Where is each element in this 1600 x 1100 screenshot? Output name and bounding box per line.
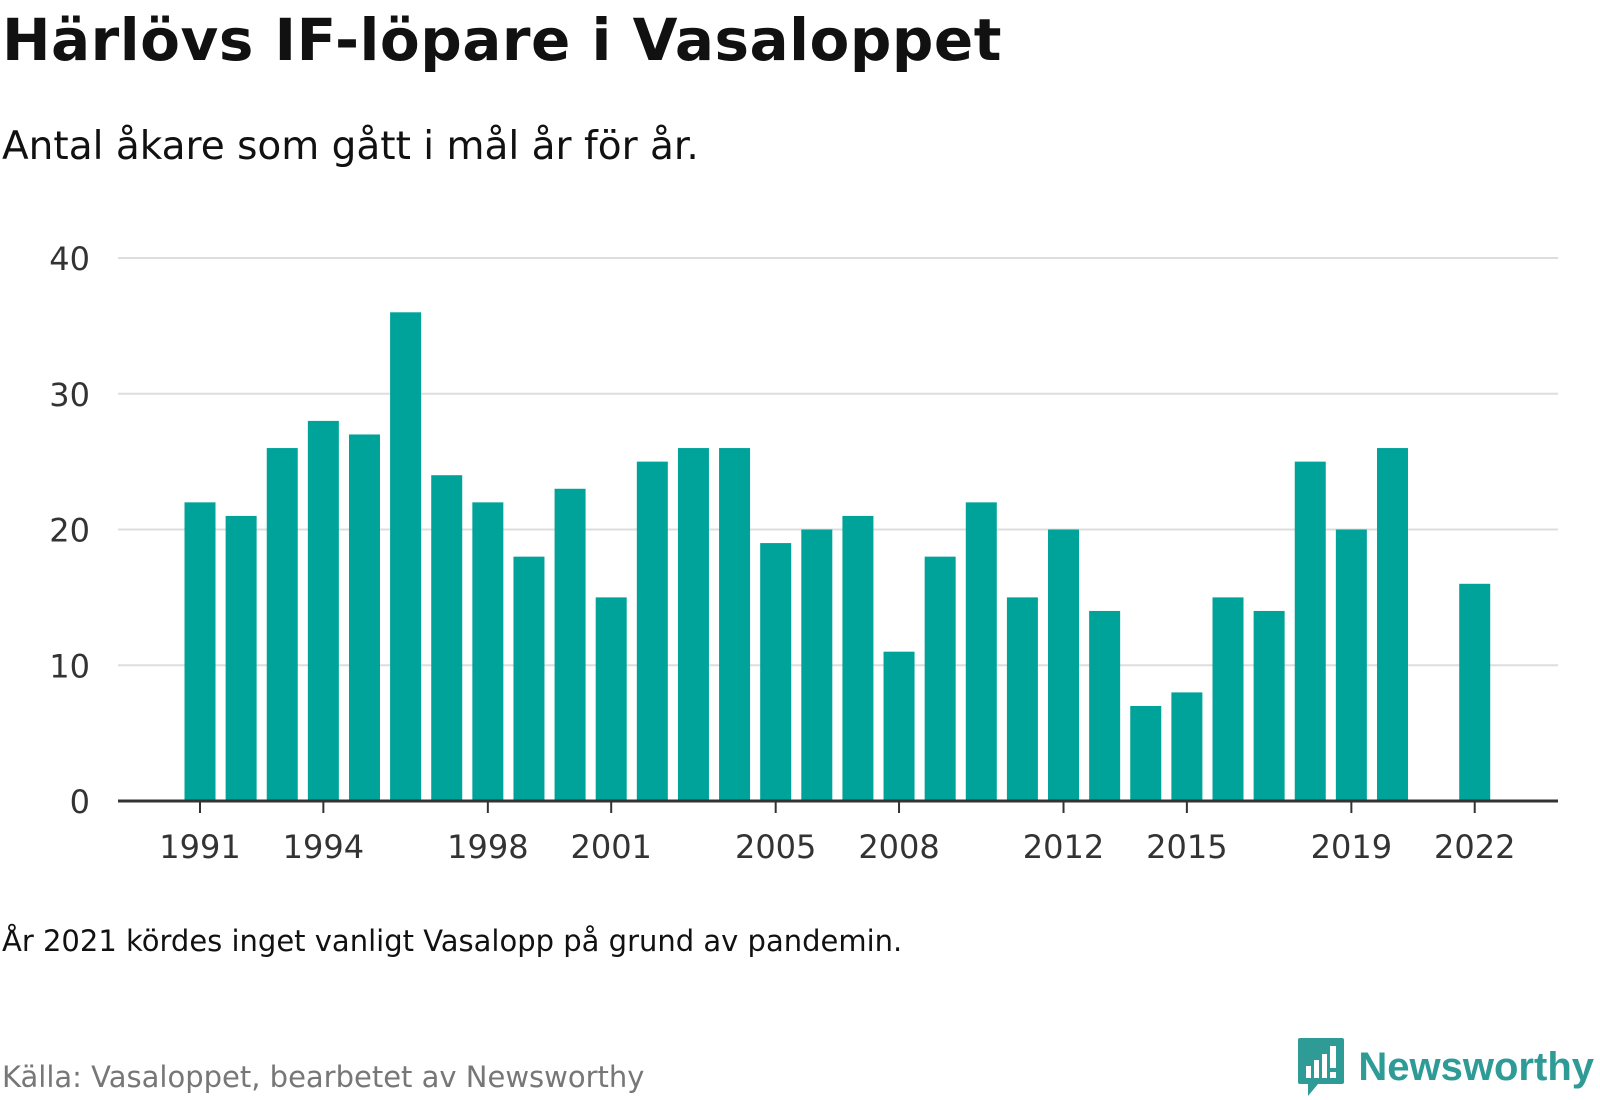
brand-name: Newsworthy	[1358, 1044, 1594, 1089]
y-tick-label: 30	[49, 376, 90, 414]
x-tick-label: 1994	[283, 828, 364, 866]
bar-1995	[348, 434, 380, 801]
bar-2004	[719, 448, 751, 801]
x-tick-label: 1998	[447, 828, 528, 866]
bar-2020	[1376, 448, 1408, 801]
bar-2005	[760, 543, 792, 801]
x-tick-label: 2022	[1434, 828, 1515, 866]
bar-1996	[390, 312, 422, 801]
y-tick-label: 20	[49, 512, 90, 550]
bar-2018	[1294, 461, 1326, 801]
bar-2008	[883, 651, 915, 801]
bar-chart-speech-bubble-icon	[1298, 1038, 1345, 1096]
bar-1992	[225, 515, 257, 801]
x-tick-label: 2019	[1311, 828, 1392, 866]
chart-subtitle: Antal åkare som gått i mål år för år.	[2, 124, 699, 169]
x-tick-label: 2005	[735, 828, 816, 866]
footnote: År 2021 kördes inget vanligt Vasalopp på…	[2, 924, 903, 958]
bar-2009	[924, 556, 956, 801]
bar-2013	[1089, 610, 1121, 801]
bar-1994	[307, 420, 339, 801]
axes: 0 10 20 30 40 1991 1994 1998 2001 2005 2008 2012 201…	[49, 240, 1558, 866]
bar-2007	[842, 515, 874, 801]
brand-logo: Newsworthy	[1296, 1036, 1594, 1098]
source-credit: Källa: Vasaloppet, bearbetet av Newswort…	[2, 1060, 645, 1094]
bar-2019	[1335, 529, 1367, 801]
bar-1991	[184, 502, 216, 801]
bars	[184, 312, 1491, 801]
bar-2015	[1171, 692, 1203, 801]
y-tick-label: 10	[49, 647, 90, 685]
y-tick-label: 40	[49, 240, 90, 278]
x-tick-label: 2015	[1146, 828, 1227, 866]
bar-2001	[595, 597, 627, 801]
bar-chart: 0 10 20 30 40 1991 1994 1998 2001 2005 2008 2012 201…	[49, 240, 1558, 866]
bar-2022	[1459, 583, 1491, 801]
bar-2002	[636, 461, 668, 801]
chart-title: Härlövs IF-löpare i Vasaloppet	[2, 6, 1002, 74]
bar-2014	[1130, 705, 1162, 801]
bar-2006	[801, 529, 833, 801]
x-tick-label: 2008	[858, 828, 939, 866]
bar-2016	[1212, 597, 1244, 801]
x-tick-label: 1991	[159, 828, 240, 866]
bar-2000	[554, 488, 586, 801]
bar-2017	[1253, 610, 1285, 801]
x-tick-label: 2001	[570, 828, 651, 866]
bar-2003	[677, 448, 709, 801]
x-tick-label: 2012	[1023, 828, 1104, 866]
bar-1999	[513, 556, 545, 801]
bar-1993	[266, 448, 298, 801]
y-tick-label: 0	[70, 783, 90, 821]
bar-1998	[472, 502, 504, 801]
bar-2012	[1048, 529, 1080, 801]
bar-1997	[431, 475, 463, 801]
bar-2010	[965, 502, 997, 801]
bar-2011	[1006, 597, 1038, 801]
